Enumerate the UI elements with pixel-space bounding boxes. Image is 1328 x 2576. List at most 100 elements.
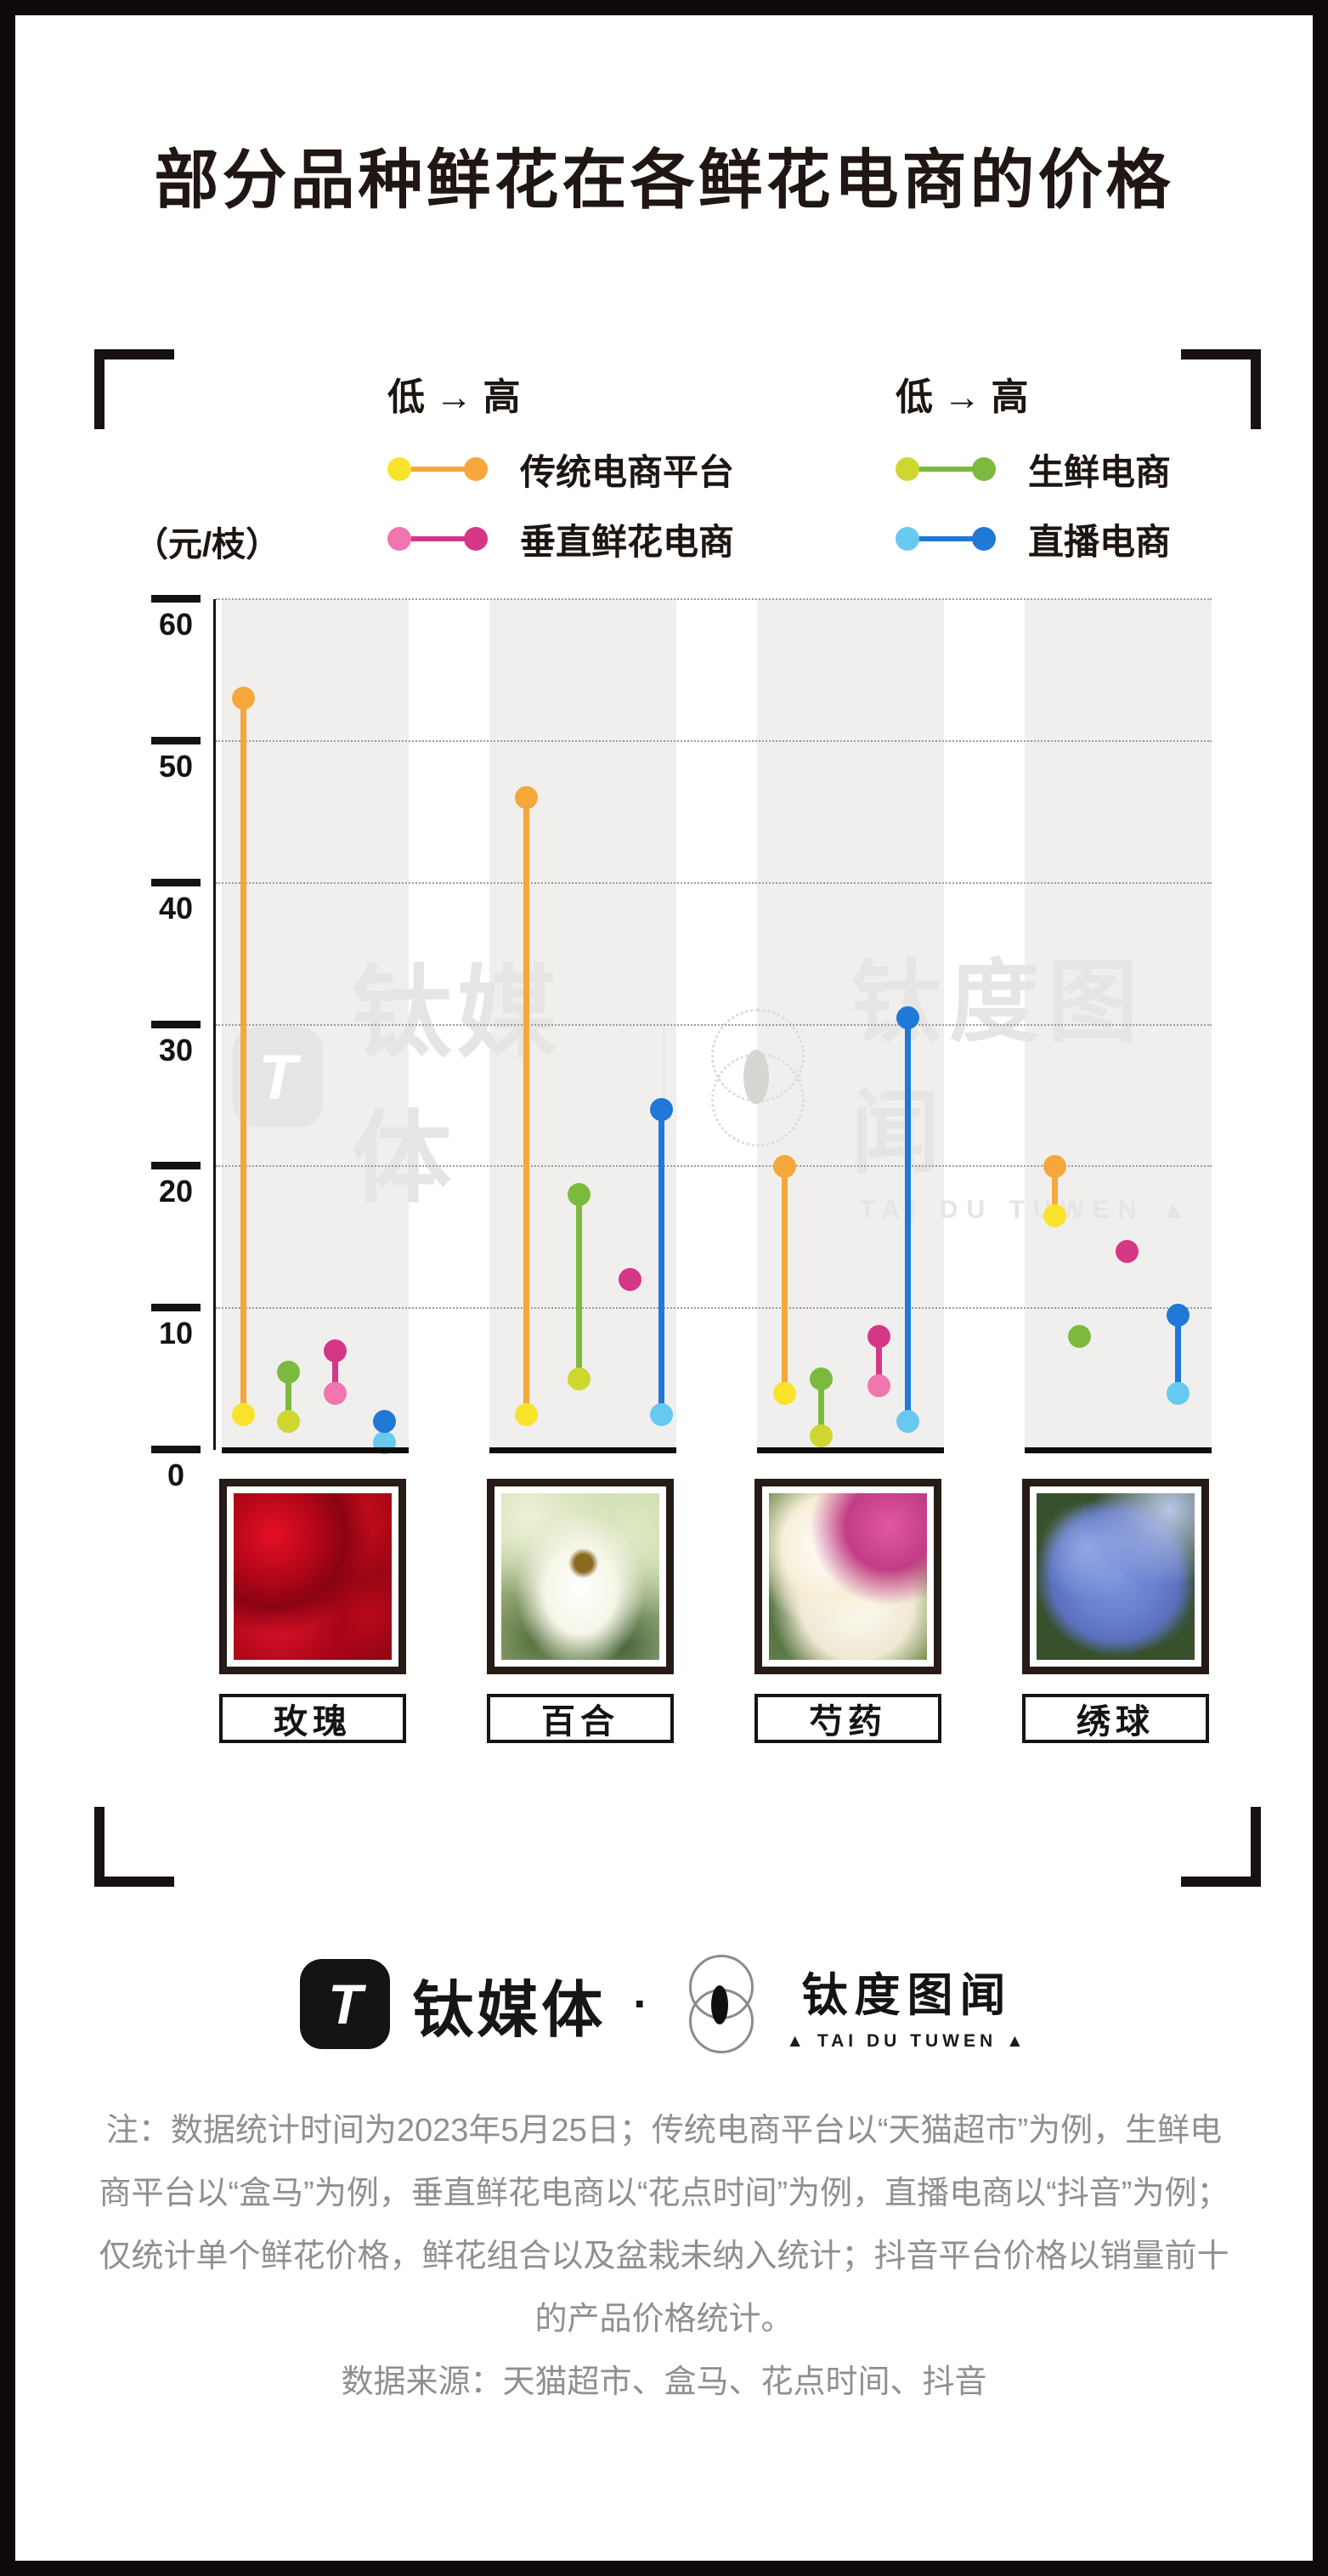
corner-bracket-top-right	[1181, 349, 1261, 429]
y-tick-40: 40	[151, 878, 201, 926]
gridline-10	[216, 1307, 1212, 1310]
eye-logo-icon-watermark	[694, 1009, 822, 1146]
high-dot-芍药-生鲜电商	[809, 1367, 833, 1391]
y-tick-0: 0	[151, 1446, 201, 1493]
flower-photo-绣球	[1037, 1493, 1195, 1660]
page-title: 部分品种鲜花在各鲜花电商的价格	[154, 144, 1174, 217]
high-dot-绣球-垂直鲜花电商	[1115, 1239, 1139, 1263]
high-dot-玫瑰-直播电商	[372, 1410, 396, 1434]
corner-bracket-bottom-right	[1181, 1807, 1261, 1887]
legend-left-column: 低 → 高 传统电商平台 垂直鲜花电商	[387, 366, 734, 574]
y-tick-mark-20	[151, 1162, 201, 1170]
low-dot-百合-传统电商平台	[514, 1402, 538, 1426]
watermark-product-subtext: TAI DU TUWEN ▲	[859, 1196, 1195, 1224]
watermark: T 钛媒体 钛度图闻 TAI DU TUWEN ▲	[233, 953, 1203, 1224]
low-dot-百合-生鲜电商	[567, 1367, 591, 1391]
footnote-line-3: 仅统计单个鲜花价格，鲜花组合以及盆栽未纳入统计；抖音平台价格以销量前十	[99, 2239, 1229, 2274]
x-axis-baseline-百合	[489, 1447, 676, 1453]
high-dot-芍药-直播电商	[896, 1005, 919, 1029]
corner-bracket-bottom-left	[94, 1807, 174, 1887]
legend-dumbbell-line	[396, 536, 479, 541]
flower-name-label-绣球: 绣球	[1022, 1694, 1209, 1743]
legend-dumbbell-line	[396, 467, 479, 472]
footnote-line-5: 数据来源：天猫超市、盒马、花点时间、抖音	[341, 2364, 987, 2400]
footer-product-subtext: ▲ TAI DU TUWEN ▲	[786, 2030, 1028, 2051]
watermark-brand-text: 钛媒体	[351, 958, 562, 1215]
legend-high-dot	[972, 457, 996, 481]
y-tick-mark-0	[151, 1446, 201, 1453]
legend-label-直播电商: 直播电商	[1028, 521, 1172, 562]
footer-product-text: 钛度图闻	[801, 1969, 1013, 2021]
legend-high-dot	[464, 457, 488, 481]
gridline-40	[216, 881, 1212, 884]
range-stem-绣球-直播电商	[1174, 1315, 1181, 1394]
legend-dumbbell-icon-传统电商平台	[387, 457, 488, 481]
corner-bracket-top-left	[94, 349, 174, 429]
y-tick-mark-10	[151, 1304, 201, 1312]
legend-low-dot	[387, 527, 411, 551]
legend-low-dot	[896, 457, 919, 481]
gridline-50	[216, 739, 1212, 742]
legend-dumbbell-line	[904, 536, 987, 541]
range-stem-玫瑰-传统电商平台	[240, 698, 246, 1415]
range-stem-玫瑰-生鲜电商	[285, 1372, 291, 1422]
legend-dumbbell-icon-生鲜电商	[896, 457, 996, 481]
tmedia-logo-icon: T	[300, 1959, 391, 2049]
flower-name-label-玫瑰: 玫瑰	[219, 1694, 406, 1743]
y-tick-60: 60	[151, 595, 201, 643]
range-stem-绣球-传统电商平台	[1051, 1166, 1058, 1216]
footnote-line-4: 的产品价格统计。	[534, 2301, 794, 2337]
footnote-line-2: 商平台以“盒马”为例，垂直鲜花电商以“花点时间”为例，直播电商以“抖音”为例；	[99, 2176, 1229, 2211]
footer-separator-dot: ·	[633, 1979, 649, 2030]
low-dot-芍药-直播电商	[896, 1410, 919, 1434]
y-tick-mark-50	[151, 736, 201, 744]
range-stem-芍药-直播电商	[904, 1017, 911, 1422]
flower-photo-frame-芍药	[754, 1479, 941, 1674]
high-dot-百合-生鲜电商	[567, 1183, 591, 1207]
y-tick-label-10: 10	[158, 1316, 194, 1351]
range-stem-玫瑰-垂直鲜花电商	[331, 1350, 338, 1394]
legend-label-垂直鲜花电商: 垂直鲜花电商	[520, 521, 735, 562]
y-tick-20: 20	[151, 1162, 201, 1209]
flower-photo-玫瑰	[234, 1493, 392, 1660]
high-dot-绣球-生鲜电商	[1067, 1325, 1091, 1349]
high-dot-绣球-传统电商平台	[1043, 1154, 1066, 1178]
y-tick-mark-60	[151, 595, 201, 603]
y-tick-mark-40	[151, 878, 201, 886]
legend-low-dot	[896, 527, 919, 551]
range-stem-百合-生鲜电商	[575, 1194, 582, 1379]
legend-low-dot	[387, 457, 411, 481]
y-tick-label-0: 0	[167, 1458, 185, 1492]
high-dot-芍药-垂直鲜花电商	[867, 1325, 890, 1349]
legend-label-传统电商平台: 传统电商平台	[520, 451, 735, 492]
legend-right-column: 低 → 高 生鲜电商 直播电商	[896, 366, 1171, 574]
flower-photo-frame-百合	[487, 1479, 674, 1674]
range-stem-芍药-传统电商平台	[781, 1166, 788, 1394]
footnotes: 注：数据统计时间为2023年5月25日；传统电商平台以“天猫超市”为例，生鲜电商…	[49, 2099, 1279, 2414]
footer-brand-row: T 钛媒体 · 钛度图闻 ▲ TAI DU TUWEN ▲	[15, 1955, 1313, 2053]
y-tick-label-50: 50	[158, 748, 194, 784]
x-axis-baseline-芍药	[757, 1447, 944, 1453]
legend-item-传统电商平台: 传统电商平台	[387, 434, 734, 504]
legend-dumbbell-icon-垂直鲜花电商	[387, 527, 488, 551]
flower-photo-芍药	[769, 1493, 927, 1660]
low-dot-芍药-传统电商平台	[772, 1381, 796, 1405]
legend-label-生鲜电商: 生鲜电商	[1028, 451, 1172, 492]
footer-brand-text: 钛媒体	[412, 1976, 607, 2045]
legend-item-直播电商: 直播电商	[896, 504, 1171, 574]
high-dot-玫瑰-生鲜电商	[276, 1360, 300, 1384]
low-dot-绣球-直播电商	[1166, 1381, 1190, 1405]
gridline-20	[216, 1165, 1212, 1168]
x-axis-baseline-玫瑰	[222, 1447, 409, 1453]
legend-dumbbell-line	[904, 467, 987, 472]
legend-range-label: 低 → 高	[387, 376, 521, 418]
range-stem-芍药-垂直鲜花电商	[875, 1336, 882, 1386]
low-dot-绣球-传统电商平台	[1043, 1204, 1066, 1228]
y-tick-label-60: 60	[158, 607, 194, 642]
low-dot-玫瑰-垂直鲜花电商	[323, 1381, 347, 1405]
y-tick-label-30: 30	[158, 1032, 194, 1067]
flower-name-label-芍药: 芍药	[754, 1694, 941, 1743]
y-tick-label-20: 20	[158, 1174, 194, 1209]
flower-photo-百合	[501, 1493, 659, 1660]
